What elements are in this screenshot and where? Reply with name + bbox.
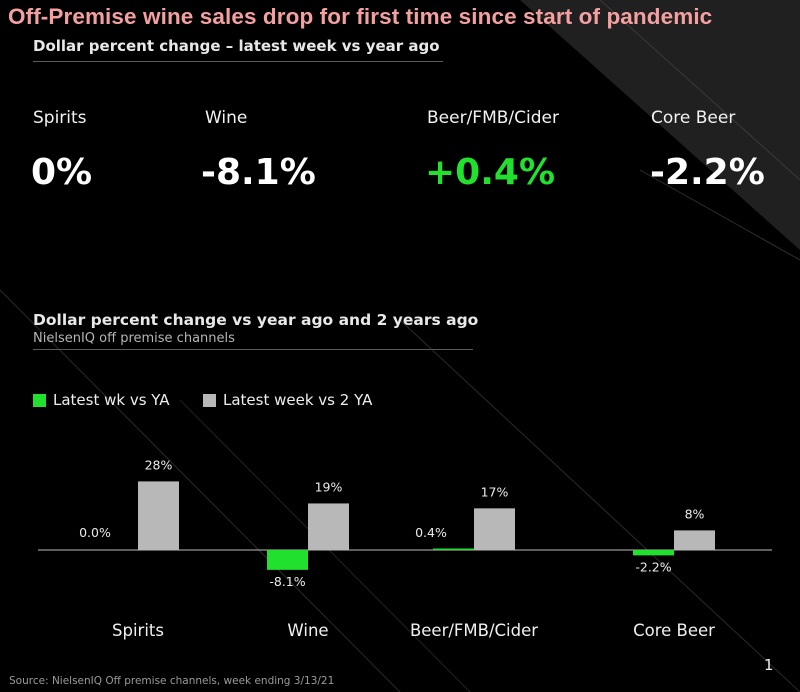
- legend-label-2ya: Latest week vs 2 YA: [223, 391, 373, 409]
- bar-wine-series-1: [267, 550, 308, 570]
- kpi-value-spirits: 0%: [31, 152, 93, 193]
- category-label-wine: Wine: [287, 621, 328, 640]
- kpi-title-divider: [33, 61, 443, 62]
- chart-title: Dollar percent change vs year ago and 2 …: [33, 311, 479, 329]
- legend-swatch-latest-wk: [33, 393, 46, 407]
- kpi-label-spirits: Spirits: [33, 108, 87, 128]
- page-number: 1: [764, 656, 774, 674]
- chart-subtitle: NielsenIQ off premise channels: [33, 331, 235, 346]
- bar-beer-fmb-cider-series-2: [474, 508, 515, 550]
- category-label-beer-fmb-cider: Beer/FMB/Cider: [410, 621, 538, 640]
- data-label-spirits-series-2: 28%: [145, 457, 173, 472]
- bar-core-beer-series-1: [633, 550, 674, 556]
- bar-spirits-series-2: [138, 481, 179, 550]
- bar-chart: 0.0% 28% Spirits -8.1% 19% Wine 0.4% 17% Beer/FM…: [38, 457, 772, 640]
- data-label-beer-fmb-cider-series-1: 0.4%: [415, 525, 447, 540]
- kpi-value-beer-fmb-cider: +0.4%: [425, 152, 556, 193]
- data-label-wine-series-2: 19%: [315, 479, 343, 494]
- data-label-core-beer-series-2: 8%: [685, 506, 705, 521]
- legend-item-latest-wk: Latest wk vs YA: [33, 391, 170, 409]
- bar-beer-fmb-cider-series-1: [433, 548, 474, 550]
- kpi-label-beer-fmb-cider: Beer/FMB/Cider: [427, 108, 559, 128]
- category-label-core-beer: Core Beer: [633, 621, 715, 640]
- legend-swatch-2ya: [203, 393, 216, 407]
- kpi-value-core-beer: -2.2%: [650, 152, 765, 193]
- bar-core-beer-series-2: [674, 530, 715, 550]
- legend-label-latest-wk: Latest wk vs YA: [53, 391, 170, 409]
- data-label-spirits-series-1: 0.0%: [79, 525, 111, 540]
- kpi-value-wine: -8.1%: [201, 152, 316, 193]
- kpi-section-title: Dollar percent change – latest week vs y…: [33, 37, 440, 55]
- data-label-core-beer-series-1: -2.2%: [635, 559, 671, 574]
- page-headline: Off-Premise wine sales drop for first ti…: [8, 4, 713, 29]
- chart-title-divider: [33, 349, 473, 350]
- category-label-spirits: Spirits: [112, 621, 164, 640]
- data-label-beer-fmb-cider-series-2: 17%: [481, 484, 509, 499]
- source-note: Source: NielsenIQ Off premise channels, …: [9, 675, 335, 687]
- kpi-label-core-beer: Core Beer: [651, 108, 736, 128]
- legend-item-2ya: Latest week vs 2 YA: [203, 391, 372, 409]
- bar-wine-series-2: [308, 503, 349, 550]
- data-label-wine-series-1: -8.1%: [269, 574, 305, 589]
- kpi-label-wine: Wine: [205, 108, 248, 128]
